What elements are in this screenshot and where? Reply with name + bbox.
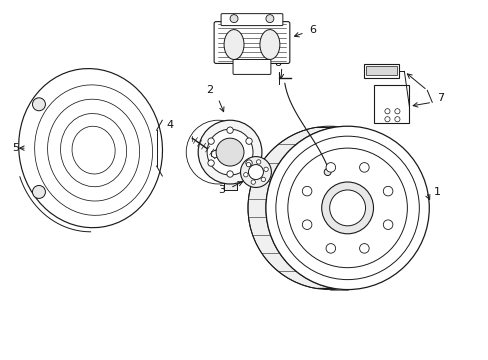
Circle shape — [261, 177, 265, 181]
Polygon shape — [365, 67, 397, 75]
Text: 8: 8 — [274, 58, 281, 68]
Circle shape — [384, 117, 389, 122]
Circle shape — [384, 109, 389, 114]
Circle shape — [198, 120, 262, 184]
Polygon shape — [247, 127, 333, 288]
Circle shape — [245, 138, 252, 144]
Ellipse shape — [19, 68, 162, 228]
Circle shape — [240, 157, 271, 188]
Polygon shape — [373, 85, 408, 123]
Circle shape — [275, 136, 419, 280]
Circle shape — [246, 162, 250, 167]
Circle shape — [394, 117, 399, 122]
Circle shape — [325, 244, 335, 253]
Circle shape — [321, 182, 373, 234]
Text: 3: 3 — [218, 185, 225, 195]
Text: 4: 4 — [166, 120, 174, 130]
Text: 2: 2 — [206, 85, 213, 95]
Circle shape — [324, 168, 330, 176]
Circle shape — [383, 220, 392, 229]
Circle shape — [207, 138, 214, 144]
Circle shape — [207, 160, 214, 166]
Circle shape — [325, 163, 335, 172]
Circle shape — [302, 186, 311, 196]
FancyBboxPatch shape — [214, 22, 289, 63]
Circle shape — [383, 186, 392, 196]
Circle shape — [256, 160, 260, 164]
Circle shape — [302, 220, 311, 229]
Circle shape — [329, 190, 365, 226]
Ellipse shape — [224, 30, 244, 59]
Ellipse shape — [260, 30, 279, 59]
Circle shape — [250, 180, 255, 184]
Circle shape — [287, 148, 407, 268]
Circle shape — [32, 185, 45, 198]
Polygon shape — [363, 64, 399, 78]
Circle shape — [264, 167, 268, 171]
Circle shape — [32, 98, 45, 111]
Circle shape — [245, 160, 252, 166]
FancyBboxPatch shape — [233, 59, 270, 75]
Text: 1: 1 — [433, 187, 440, 197]
Text: 6: 6 — [309, 24, 316, 35]
Circle shape — [359, 163, 368, 172]
Circle shape — [359, 244, 368, 253]
Text: 7: 7 — [436, 93, 444, 103]
Circle shape — [216, 138, 244, 166]
Circle shape — [394, 109, 399, 114]
Text: 5: 5 — [12, 143, 20, 153]
Circle shape — [207, 129, 252, 175]
Circle shape — [248, 165, 263, 180]
Circle shape — [265, 15, 273, 23]
FancyBboxPatch shape — [221, 14, 282, 26]
Circle shape — [226, 127, 233, 134]
FancyBboxPatch shape — [224, 152, 237, 190]
Circle shape — [229, 15, 238, 23]
Circle shape — [226, 171, 233, 177]
Circle shape — [243, 172, 247, 177]
Circle shape — [265, 126, 428, 289]
